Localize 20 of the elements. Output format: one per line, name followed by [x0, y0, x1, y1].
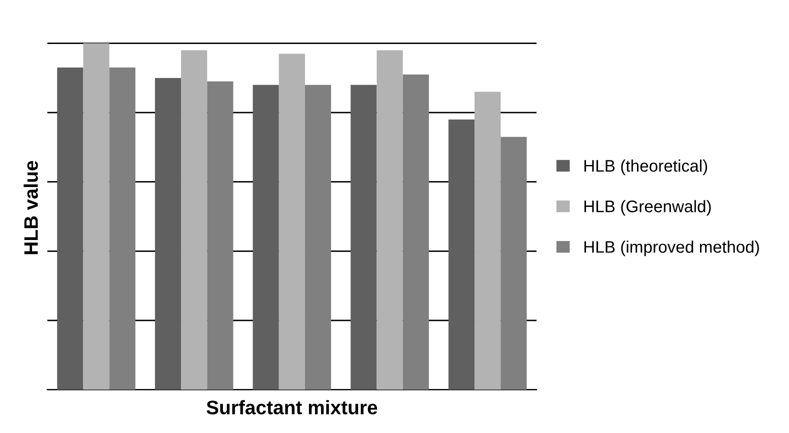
bar [57, 68, 84, 390]
bar [181, 50, 208, 390]
bar [83, 43, 110, 390]
legend-label: HLB (improved method) [584, 240, 759, 256]
bar [154, 78, 182, 390]
bar [350, 84, 377, 390]
bar [304, 84, 332, 390]
bar [402, 74, 429, 390]
bar [448, 120, 475, 390]
bar [109, 68, 136, 390]
legend-label: HLB (Greenwald) [584, 200, 711, 216]
bar [252, 84, 279, 390]
bar [376, 50, 403, 390]
y-axis-title: HLB value [24, 160, 38, 254]
bar [474, 92, 501, 390]
x-axis-title: Surfactant mixture [206, 400, 378, 414]
bar [500, 136, 527, 390]
bar [278, 54, 305, 390]
legend-label: HLB (theoretical) [584, 160, 708, 176]
bar [207, 81, 234, 390]
